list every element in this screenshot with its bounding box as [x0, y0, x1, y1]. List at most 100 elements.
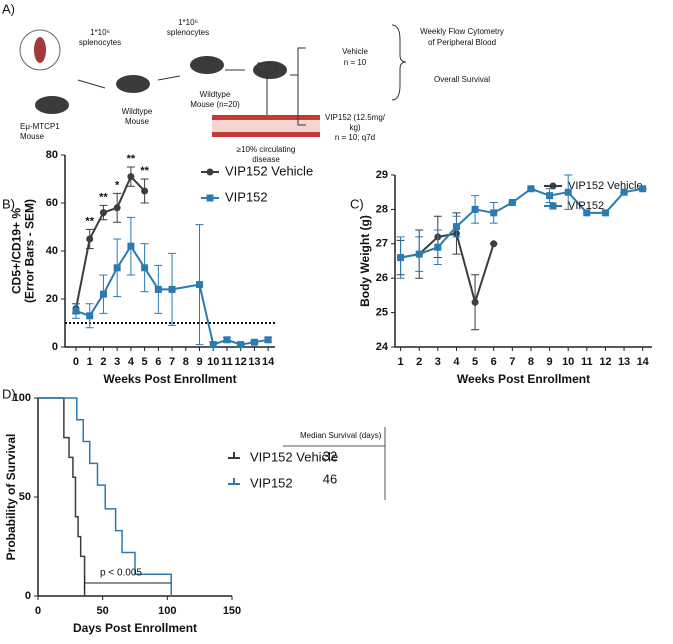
point [113, 204, 121, 212]
significance: ** [99, 191, 108, 203]
diagram-label: n = 10; q7d [335, 133, 375, 142]
point [168, 285, 176, 293]
x-tick-label: 6 [491, 356, 497, 368]
diagram-label: splenocytes [79, 38, 121, 47]
significance: ** [85, 215, 94, 227]
point [471, 298, 479, 306]
point [223, 336, 231, 344]
point [264, 336, 272, 344]
series-line [74, 174, 146, 309]
x-tick-label: 10 [562, 356, 574, 368]
diagram-label: ≥10% circulating [237, 145, 296, 154]
x-tick-label: 2 [416, 356, 422, 368]
point [508, 199, 516, 207]
diagram-label: splenocytes [167, 28, 209, 37]
y-tick-label: 0 [52, 341, 58, 353]
significance: ** [140, 165, 149, 177]
table-value: 46 [323, 471, 337, 486]
mouse [116, 75, 150, 93]
point [415, 250, 423, 258]
legend-label: VIP152 Vehicle [225, 163, 313, 178]
x-tick-label: 12 [599, 356, 611, 368]
point [86, 312, 94, 320]
point [141, 187, 149, 195]
y-tick-label: 40 [46, 245, 58, 257]
x-tick-label: 2 [100, 356, 106, 368]
legend-swatch [228, 452, 240, 459]
point [237, 341, 245, 349]
x-tick-label: 5 [472, 356, 478, 368]
p-bracket [84, 576, 172, 590]
x-tick-label: 11 [581, 356, 593, 368]
y-tick-label: 29 [376, 169, 388, 181]
legend-label: VIP152 [250, 475, 293, 490]
table-header: Median Survival (days) [300, 431, 382, 440]
mouse [35, 96, 69, 114]
panel-label: A) [2, 1, 15, 16]
y-tick-label: 100 [13, 392, 31, 404]
diagram-label: Weekly Flow Cytometry [420, 27, 504, 36]
series-line [400, 232, 495, 306]
point [620, 188, 628, 196]
x-tick-label: 9 [196, 356, 202, 368]
diagram-label: Wildtype [122, 107, 153, 116]
point [86, 235, 94, 243]
x-tick-label: 6 [155, 356, 161, 368]
diagram-label: 1*10⁶ [90, 28, 110, 37]
legend-label: VIP152 Vehicle [250, 449, 338, 464]
panel-label: C) [350, 196, 364, 211]
point [583, 209, 591, 217]
y-tick-label: 80 [46, 149, 58, 161]
legend-label: VIP152 [568, 200, 604, 212]
x-tick-label: 4 [453, 356, 460, 368]
mouse [190, 56, 224, 74]
series-line [38, 397, 86, 596]
point [127, 173, 135, 181]
point [127, 242, 135, 250]
point [639, 185, 647, 193]
panel-a-diagram [19, 24, 407, 137]
x-tick-label: 1 [87, 356, 93, 368]
arrow [157, 75, 181, 81]
x-tick-label: 10 [207, 356, 219, 368]
x-tick-label: 5 [142, 356, 148, 368]
diagram-label: Eμ-MTCP1 [20, 122, 60, 131]
x-axis-label: Days Post Enrollment [73, 621, 197, 635]
legend-marker [549, 182, 557, 190]
x-axis-label: Weeks Post Enrollment [457, 372, 590, 386]
x-tick-label: 14 [637, 356, 650, 368]
point [564, 188, 572, 196]
legend-marker [549, 202, 557, 210]
panel-label: D) [2, 386, 16, 401]
x-tick-label: 0 [73, 356, 79, 368]
legend-label: VIP152 [225, 189, 268, 204]
y-axis-label: Body Weight (g) [358, 215, 372, 307]
y-tick-label: 26 [376, 272, 388, 284]
point [113, 264, 121, 272]
point [99, 290, 107, 298]
diagram-label: Mouse [20, 132, 45, 141]
x-tick-label: 7 [169, 356, 175, 368]
x-tick-label: 150 [223, 605, 241, 617]
bracket [290, 47, 306, 126]
series-line [38, 397, 172, 596]
y-axis-label: CD5+/CD19+ % [10, 208, 24, 294]
y-tick-label: 24 [376, 341, 389, 353]
brace [391, 24, 407, 101]
point [99, 209, 107, 217]
point [490, 209, 498, 217]
y-tick-label: 28 [376, 203, 388, 215]
x-axis-label: Weeks Post Enrollment [103, 372, 236, 386]
point [154, 285, 162, 293]
x-tick-label: 13 [618, 356, 630, 368]
x-tick-label: 12 [235, 356, 247, 368]
legend-marker [206, 168, 214, 176]
x-tick-label: 7 [509, 356, 515, 368]
point [397, 254, 405, 262]
panel-label: B) [2, 196, 15, 211]
x-tick-label: 9 [547, 356, 553, 368]
point [601, 209, 609, 217]
x-tick-label: 11 [221, 356, 233, 368]
diagram-label: disease [252, 155, 280, 164]
diagram-label: n = 10 [344, 58, 367, 67]
